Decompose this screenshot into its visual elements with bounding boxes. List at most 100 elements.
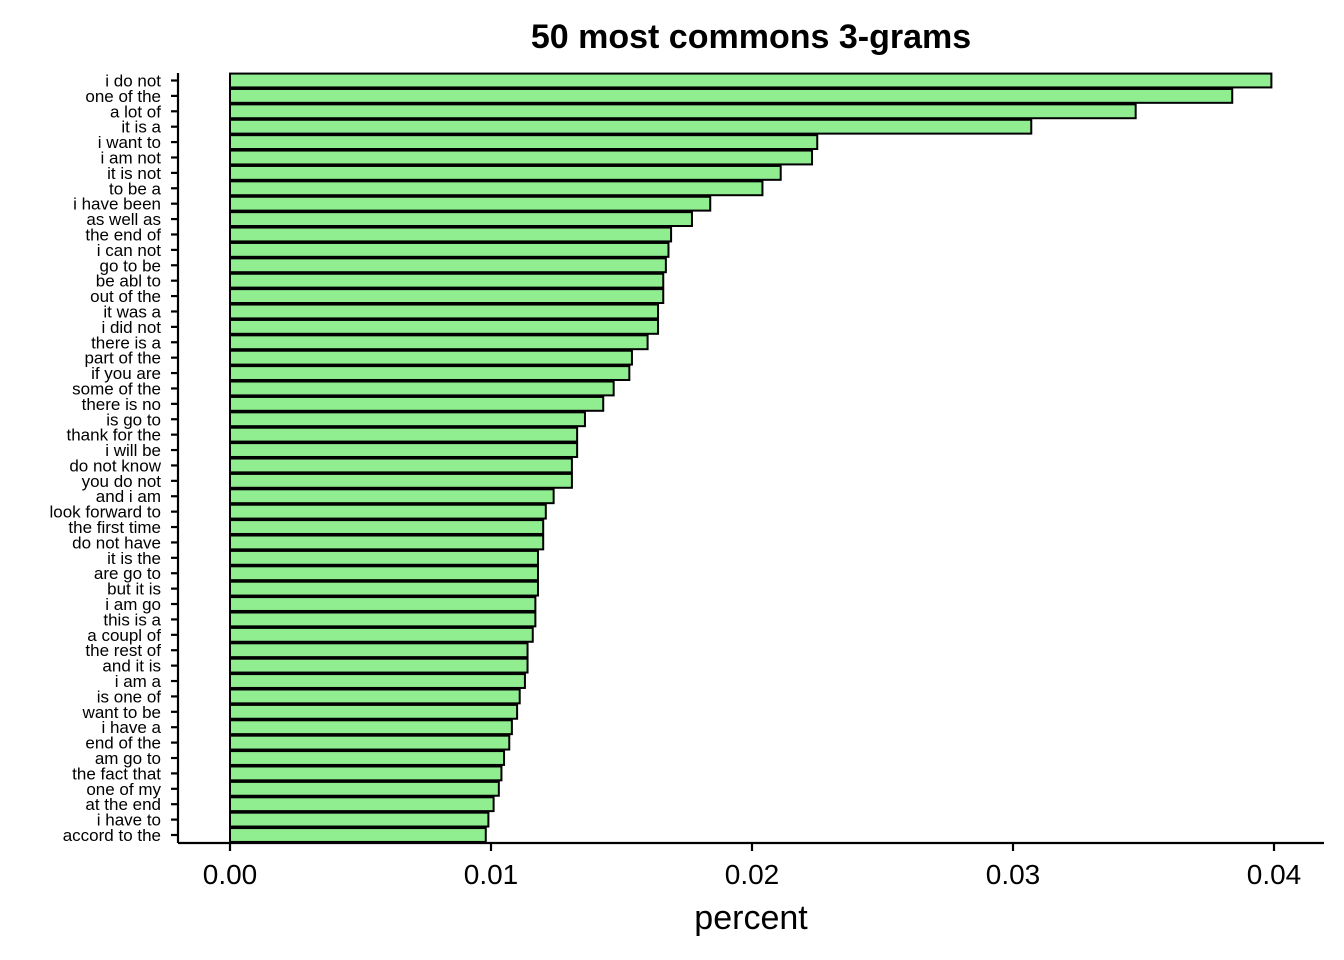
y-tick-label: it is not (107, 164, 161, 183)
y-tick-label: as well as (86, 210, 161, 229)
y-tick-label: i can not (97, 241, 162, 260)
bar (229, 642, 529, 659)
bar (229, 134, 819, 151)
y-tick-label: the first time (68, 518, 161, 537)
bar (229, 318, 660, 335)
bar (229, 503, 547, 520)
x-tick-label: 0.02 (725, 859, 780, 890)
y-tick-label: do not know (69, 456, 161, 475)
y-tick-label: i do not (105, 72, 161, 91)
x-tick-label: 0.00 (203, 859, 258, 890)
y-tick-label: am go to (95, 749, 161, 768)
bar (229, 796, 495, 813)
y-tick-label: i did not (101, 318, 161, 337)
y-tick-label: go to be (100, 256, 161, 275)
y-tick-label: want to be (82, 703, 161, 722)
y-tick-label: look forward to (50, 503, 162, 522)
y-tick-label: do not have (72, 533, 161, 552)
y-tick-label: i have been (73, 195, 161, 214)
y-tick-label: there is no (82, 395, 161, 414)
chart-title: 50 most commons 3-grams (531, 18, 971, 56)
bar (229, 272, 665, 289)
bar (229, 703, 519, 720)
bar (229, 334, 649, 351)
bar (229, 549, 539, 566)
bar (229, 349, 633, 366)
bar (229, 472, 573, 489)
x-tick-label: 0.03 (986, 859, 1041, 890)
y-tick-label: to be a (109, 179, 162, 198)
bar (229, 611, 537, 628)
y-tick-label: i will be (105, 441, 161, 460)
bar (229, 488, 555, 505)
y-tick-label: this is a (103, 610, 161, 629)
x-axis-ticks: 0.00 0.01 0.02 0.03 0.04 (203, 843, 1302, 890)
bar (229, 657, 529, 674)
bar (229, 750, 506, 766)
y-tick-label: be abl to (96, 272, 161, 291)
bar (229, 519, 545, 535)
bar (229, 673, 526, 689)
bar (229, 411, 586, 428)
y-tick-label: at the end (85, 795, 161, 814)
y-tick-label: i want to (98, 133, 161, 152)
y-tick-label: is one of (97, 687, 162, 706)
bar (229, 719, 513, 736)
y-tick-label: if you are (91, 364, 161, 383)
x-tick-label: 0.04 (1247, 859, 1302, 890)
y-tick-label: it is the (107, 549, 161, 568)
y-tick-label: one of my (86, 780, 161, 799)
y-tick-label: it is a (121, 118, 161, 137)
x-tick-label: 0.01 (464, 859, 519, 890)
y-tick-label: a coupl of (87, 626, 161, 645)
bar (229, 365, 631, 381)
y-tick-label: you do not (82, 472, 162, 491)
bar (229, 87, 1234, 104)
bar (229, 765, 503, 782)
bar (229, 442, 579, 458)
bar (229, 257, 667, 274)
y-tick-label: some of the (72, 379, 161, 398)
bar (229, 426, 579, 443)
bar (229, 288, 665, 305)
y-tick-label: one of the (85, 87, 161, 106)
bar (229, 811, 490, 828)
bar (229, 457, 573, 474)
y-tick-label: out of the (90, 287, 161, 306)
bar (229, 164, 782, 181)
bar (229, 211, 693, 228)
bar (229, 395, 605, 412)
y-tick-label: i am a (115, 672, 162, 691)
bar (229, 688, 521, 705)
bar (229, 580, 539, 597)
y-tick-label: are go to (94, 564, 161, 583)
y-tick-label: i am go (105, 595, 161, 614)
y-tick-label: the fact that (72, 764, 161, 783)
y-tick-label: there is a (91, 333, 161, 352)
y-tick-label: but it is (107, 580, 161, 599)
y-tick-label: thank for the (66, 426, 161, 445)
y-tick-label: and it is (102, 657, 161, 676)
y-tick-label: and i am (96, 487, 161, 506)
bar (229, 180, 764, 197)
y-tick-label: i am not (101, 148, 162, 167)
bars-group (229, 72, 1273, 843)
bar (229, 149, 814, 166)
bar (229, 380, 615, 397)
bar (229, 596, 537, 612)
bar (229, 780, 500, 797)
y-tick-label: is go to (106, 410, 161, 429)
bar (229, 626, 534, 643)
y-tick-label: the end of (85, 225, 161, 244)
bar (229, 827, 487, 843)
y-tick-label: it was a (103, 302, 161, 321)
bar (229, 303, 660, 320)
y-tick-label: the rest of (85, 641, 161, 660)
bar (229, 241, 670, 258)
bar (229, 534, 545, 551)
bar (229, 103, 1137, 120)
bar (229, 226, 673, 243)
bar (229, 72, 1273, 89)
